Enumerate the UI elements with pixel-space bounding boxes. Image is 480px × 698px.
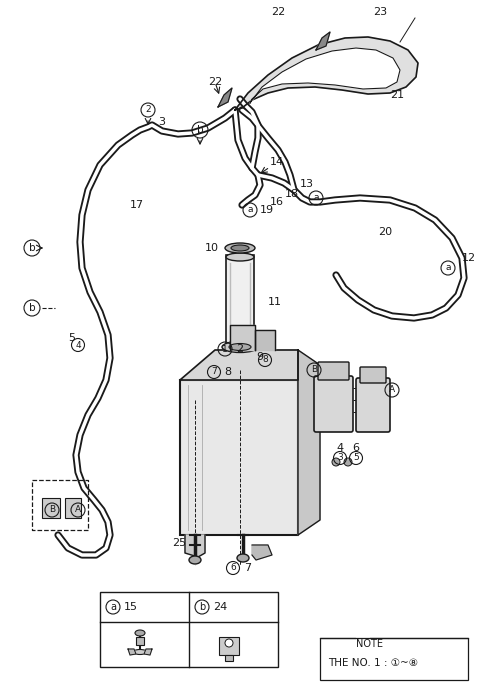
Text: 7: 7 — [244, 563, 251, 573]
Text: 22: 22 — [208, 77, 222, 87]
Text: 16: 16 — [270, 197, 284, 207]
Bar — [225, 655, 233, 661]
Text: 13: 13 — [300, 179, 314, 189]
Text: 22: 22 — [271, 7, 285, 17]
Bar — [65, 498, 81, 518]
Ellipse shape — [226, 341, 254, 349]
Ellipse shape — [229, 343, 251, 350]
FancyBboxPatch shape — [314, 376, 353, 432]
Polygon shape — [255, 330, 275, 350]
Text: 24: 24 — [213, 602, 227, 612]
Bar — [226, 255, 254, 345]
Text: 4: 4 — [336, 443, 343, 453]
Text: 21: 21 — [390, 90, 404, 100]
Text: a: a — [247, 205, 253, 214]
Ellipse shape — [226, 253, 254, 261]
Ellipse shape — [135, 630, 145, 636]
Text: 4: 4 — [75, 341, 81, 350]
Polygon shape — [235, 37, 418, 110]
Polygon shape — [230, 325, 255, 350]
Text: B: B — [49, 505, 55, 514]
Text: 5: 5 — [68, 333, 75, 343]
Polygon shape — [185, 535, 205, 557]
Text: 2: 2 — [236, 344, 243, 354]
Text: 1: 1 — [222, 345, 228, 353]
Text: NOTE: NOTE — [356, 639, 383, 649]
Polygon shape — [298, 350, 320, 535]
Text: 7: 7 — [211, 368, 217, 376]
Text: 8: 8 — [224, 367, 231, 377]
Text: 3: 3 — [158, 117, 165, 127]
Text: 23: 23 — [373, 7, 387, 17]
Text: b: b — [29, 243, 36, 253]
Circle shape — [344, 458, 352, 466]
Ellipse shape — [225, 243, 255, 253]
Text: A: A — [389, 385, 395, 394]
Text: 14: 14 — [270, 157, 284, 167]
Polygon shape — [144, 649, 152, 655]
Polygon shape — [128, 649, 136, 655]
Text: a: a — [110, 602, 116, 612]
Bar — [100, 592, 278, 667]
Text: 18: 18 — [285, 189, 299, 199]
Text: 17: 17 — [130, 200, 144, 210]
Text: 20: 20 — [378, 227, 392, 237]
FancyBboxPatch shape — [318, 362, 349, 380]
Bar — [320, 638, 468, 680]
Text: 9: 9 — [256, 352, 263, 362]
Text: 8: 8 — [262, 355, 268, 364]
Ellipse shape — [225, 639, 233, 647]
Text: THE NO. 1 : ①~⑧: THE NO. 1 : ①~⑧ — [328, 658, 418, 668]
Bar — [180, 380, 298, 535]
Polygon shape — [316, 32, 330, 50]
Ellipse shape — [189, 556, 201, 564]
Text: b: b — [197, 125, 204, 135]
Bar — [42, 498, 60, 518]
Text: A: A — [75, 505, 81, 514]
Text: 3: 3 — [337, 454, 343, 463]
Text: B: B — [311, 366, 317, 375]
Ellipse shape — [133, 650, 147, 655]
Ellipse shape — [237, 554, 249, 562]
Text: 11: 11 — [268, 297, 282, 307]
Text: 19: 19 — [260, 205, 274, 215]
FancyBboxPatch shape — [356, 378, 390, 432]
Ellipse shape — [231, 245, 249, 251]
Text: a: a — [445, 264, 451, 272]
Text: 6: 6 — [352, 443, 359, 453]
Text: 6: 6 — [230, 563, 236, 572]
Bar — [136, 637, 144, 645]
Polygon shape — [250, 48, 400, 103]
Text: b: b — [199, 602, 205, 612]
Text: a: a — [313, 193, 319, 202]
Polygon shape — [252, 545, 272, 560]
Text: 10: 10 — [205, 243, 219, 253]
FancyBboxPatch shape — [360, 367, 386, 383]
Text: 15: 15 — [124, 602, 138, 612]
Text: 2: 2 — [145, 105, 151, 114]
Polygon shape — [218, 88, 232, 107]
Text: 5: 5 — [353, 454, 359, 463]
Polygon shape — [180, 350, 298, 380]
Bar — [219, 637, 239, 655]
Text: b: b — [29, 303, 36, 313]
Text: 12: 12 — [462, 253, 476, 263]
Text: 25: 25 — [172, 538, 186, 548]
Ellipse shape — [222, 341, 258, 352]
Circle shape — [332, 458, 340, 466]
